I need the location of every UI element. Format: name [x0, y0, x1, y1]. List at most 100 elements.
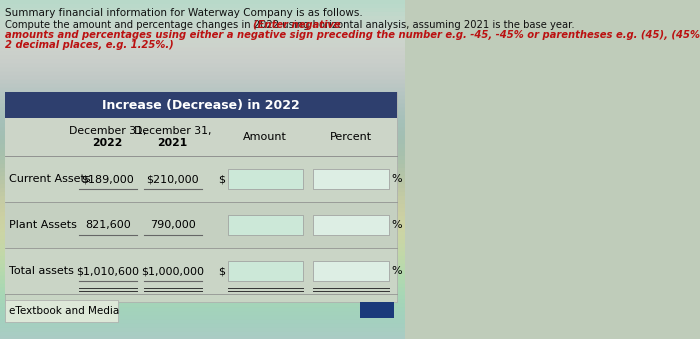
Bar: [0, 172, 405, 176]
Bar: [0, 60, 405, 64]
Text: $1,000,000: $1,000,000: [141, 266, 204, 276]
Bar: [0, 112, 405, 116]
Bar: [0, 56, 405, 60]
Text: eTextbook and Media: eTextbook and Media: [9, 306, 120, 316]
Bar: [0, 324, 405, 328]
Bar: [0, 92, 405, 96]
Text: Amount: Amount: [244, 132, 287, 142]
Bar: [0, 292, 405, 296]
Text: $: $: [218, 174, 225, 184]
Text: December 31,: December 31,: [69, 126, 146, 136]
Bar: [0, 248, 405, 252]
Bar: [5, 248, 398, 294]
Text: 2 decimal places, e.g. 1.25%.): 2 decimal places, e.g. 1.25%.): [5, 40, 174, 50]
Bar: [0, 240, 405, 244]
Bar: [0, 12, 405, 16]
Bar: [0, 184, 405, 188]
Bar: [228, 215, 303, 235]
Bar: [0, 64, 405, 68]
Bar: [0, 40, 405, 44]
Bar: [0, 76, 405, 80]
Bar: [0, 160, 405, 164]
Text: 2022: 2022: [92, 138, 123, 148]
Text: Summary financial information for Waterway Company is as follows.: Summary financial information for Waterw…: [5, 8, 363, 18]
Bar: [0, 96, 405, 100]
Bar: [0, 228, 405, 232]
Text: Compute the amount and percentage changes in 2022 using horizontal analysis, ass: Compute the amount and percentage change…: [5, 20, 577, 30]
Bar: [0, 84, 405, 88]
Bar: [5, 202, 398, 248]
Bar: [0, 300, 405, 304]
Text: %: %: [391, 220, 402, 230]
Bar: [5, 92, 398, 302]
Bar: [0, 312, 405, 316]
Bar: [0, 232, 405, 236]
Text: 790,000: 790,000: [150, 220, 195, 230]
Bar: [0, 204, 405, 208]
Text: %: %: [391, 174, 402, 184]
Bar: [0, 140, 405, 144]
Text: amounts and percentages using either a negative sign preceding the number e.g. -: amounts and percentages using either a n…: [5, 30, 700, 40]
Bar: [0, 216, 405, 220]
Bar: [0, 68, 405, 72]
Bar: [0, 128, 405, 132]
Bar: [5, 300, 118, 322]
Bar: [0, 168, 405, 172]
Bar: [0, 304, 405, 308]
Bar: [0, 296, 405, 300]
Bar: [0, 32, 405, 36]
Bar: [0, 48, 405, 52]
Bar: [0, 212, 405, 216]
Bar: [314, 169, 389, 189]
Bar: [314, 261, 389, 281]
Bar: [5, 118, 398, 156]
Bar: [0, 144, 405, 148]
Bar: [0, 132, 405, 136]
Bar: [0, 72, 405, 76]
Text: $1,010,600: $1,010,600: [76, 266, 139, 276]
Bar: [0, 156, 405, 160]
Bar: [0, 4, 405, 8]
Bar: [0, 100, 405, 104]
Bar: [0, 320, 405, 324]
Bar: [0, 276, 405, 280]
Bar: [0, 196, 405, 200]
Bar: [0, 288, 405, 292]
Text: Current Assets: Current Assets: [9, 174, 91, 184]
Bar: [0, 108, 405, 112]
Bar: [0, 116, 405, 120]
Bar: [0, 152, 405, 156]
Text: $: $: [218, 266, 225, 276]
Bar: [0, 24, 405, 28]
Bar: [0, 284, 405, 288]
Bar: [0, 120, 405, 124]
Bar: [0, 208, 405, 212]
Bar: [0, 28, 405, 32]
Bar: [360, 302, 394, 318]
Bar: [0, 236, 405, 240]
Bar: [0, 164, 405, 168]
Bar: [228, 261, 303, 281]
Text: 2021: 2021: [158, 138, 188, 148]
Bar: [0, 188, 405, 192]
Bar: [0, 88, 405, 92]
Bar: [0, 316, 405, 320]
Bar: [0, 36, 405, 40]
Text: Percent: Percent: [330, 132, 372, 142]
Text: Total assets: Total assets: [9, 266, 74, 276]
Bar: [0, 180, 405, 184]
Text: Plant Assets: Plant Assets: [9, 220, 77, 230]
Bar: [0, 52, 405, 56]
Bar: [0, 336, 405, 339]
Bar: [0, 308, 405, 312]
Bar: [0, 252, 405, 256]
Text: (Enter negative: (Enter negative: [253, 20, 340, 30]
Bar: [0, 272, 405, 276]
Text: 821,600: 821,600: [85, 220, 131, 230]
Bar: [0, 44, 405, 48]
Bar: [0, 260, 405, 264]
Bar: [0, 256, 405, 260]
Text: Increase (Decrease) in 2022: Increase (Decrease) in 2022: [102, 99, 300, 112]
Bar: [0, 268, 405, 272]
Bar: [0, 8, 405, 12]
